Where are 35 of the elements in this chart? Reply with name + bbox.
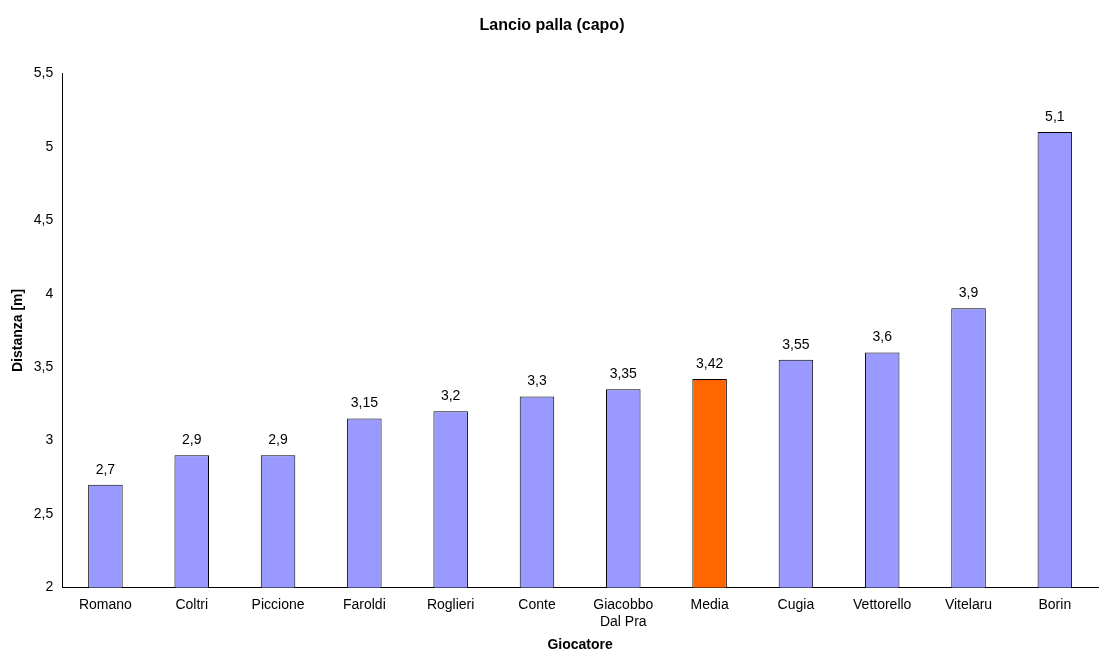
x-tick-label: Vitelaru [944,595,993,612]
x-tick-label: Faroldi [342,595,386,612]
x-tick-label: Piccione [251,595,305,612]
data-label: 3,6 [872,328,893,345]
x-tick-label: Conte [518,595,556,612]
x-tick-label: Vettorello [853,595,912,612]
data-label: 3,3 [527,372,547,389]
data-label: 3,2 [440,387,461,404]
chart-title: Lancio palla (capo) [479,16,625,34]
x-axis-title: Giocatore [547,636,614,653]
y-tick-label: 3,5 [33,358,54,374]
data-label: 2,9 [181,431,202,448]
y-tick-label: 5,5 [33,64,54,81]
x-tick-label: Coltri [175,595,209,612]
data-label: 2,7 [95,460,116,477]
data-label: 3,35 [609,365,638,382]
y-tick-label: 3 [45,431,54,448]
y-tick-label: 5 [45,137,54,154]
data-label: 3,55 [782,335,810,352]
data-label: 2,9 [268,431,288,448]
x-tick-label: Roglieri [426,595,475,612]
y-axis-title: Distanza [m] [9,288,26,373]
y-tick-label: 2 [45,578,54,595]
y-tick-label: 4 [45,284,54,301]
x-tick-label: Romano [78,595,133,612]
data-label: 3,42 [695,354,724,371]
y-tick-label: 2,5 [33,504,54,521]
data-label: 3,15 [350,394,379,411]
x-tick-label: Media [690,595,729,612]
x-tick-label: Giacobbo Dal Pra [593,595,654,629]
x-tick-label: Borin [1038,595,1072,612]
y-tick-label: 4,5 [33,211,54,228]
x-tick-label: Cugia [777,595,815,612]
data-label: 5,1 [1045,107,1065,124]
data-label: 3,9 [958,284,979,301]
